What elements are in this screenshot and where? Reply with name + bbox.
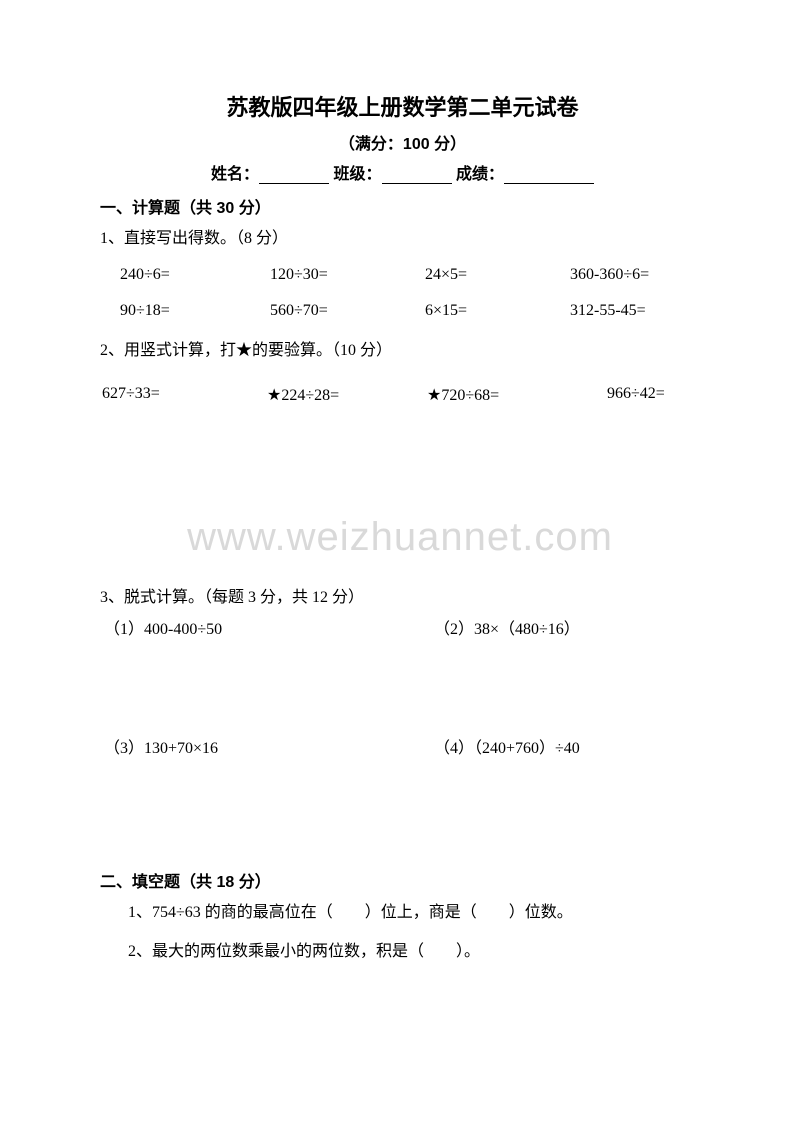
fill-question-1: 1、754÷63 的商的最高位在（ ）位上，商是（ ）位数。 [100,900,705,926]
question-1-1: 1、直接写出得数。（8 分） [100,226,705,252]
calc-item: 360-360÷6= [570,266,649,284]
calc-row-1: 240÷6= 120÷30= 24×5= 360-360÷6= [100,266,705,284]
calc-item: 6×15= [425,302,570,320]
section-1-header: 一、计算题（共 30 分） [100,194,705,218]
calc-item: 90÷18= [120,302,270,320]
vertical-item: ★720÷68= [427,385,607,405]
class-label: 班级： [333,166,381,183]
step-item: （2）38×（480÷16） [434,615,580,639]
page-content: 苏教版四年级上册数学第二单元试卷 （满分：100 分） 姓名： 班级： 成绩： … [100,90,705,965]
vertical-calc-row: 627÷33= ★224÷28= ★720÷68= 966÷42= [100,385,705,405]
step-item: （4）（240+760）÷40 [434,734,580,758]
fill-question-2: 2、最大的两位数乘最小的两位数，积是（ ）。 [100,939,705,965]
vertical-item: 966÷42= [607,385,665,405]
step-row-2: （3）130+70×16 （4）（240+760）÷40 [100,734,705,758]
question-1-2: 2、用竖式计算，打★的要验算。（10 分） [100,338,705,364]
calc-item: 312-55-45= [570,302,646,320]
calc-item: 560÷70= [270,302,425,320]
name-label: 姓名： [211,166,259,183]
calc-row-2: 90÷18= 560÷70= 6×15= 312-55-45= [100,302,705,320]
score-label: 成绩： [456,166,504,183]
vertical-item: ★224÷28= [267,385,427,405]
calc-item: 240÷6= [120,266,270,284]
exam-title: 苏教版四年级上册数学第二单元试卷 [100,90,705,122]
question-1-3: 3、脱式计算。（每题 3 分，共 12 分） [100,585,705,611]
section-2-header: 二、填空题（共 18 分） [100,868,705,892]
step-row-1: （1）400-400÷50 （2）38×（480÷16） [100,615,705,639]
calc-item: 24×5= [425,266,570,284]
step-item: （3）130+70×16 [104,734,434,758]
step-item: （1）400-400÷50 [104,615,434,639]
vertical-item: 627÷33= [102,385,267,405]
class-blank[interactable] [382,166,452,184]
name-blank[interactable] [259,166,329,184]
student-info-line: 姓名： 班级： 成绩： [100,160,705,184]
calc-item: 120÷30= [270,266,425,284]
exam-subtitle: （满分：100 分） [100,130,705,154]
score-blank[interactable] [504,166,594,184]
